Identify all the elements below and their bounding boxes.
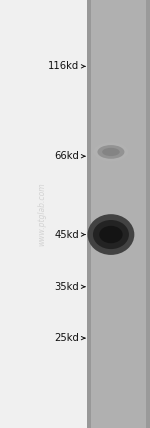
Text: 45kd: 45kd [55, 229, 80, 240]
Ellipse shape [93, 220, 129, 249]
Text: 25kd: 25kd [55, 333, 80, 343]
Text: 35kd: 35kd [55, 282, 80, 292]
Ellipse shape [88, 214, 134, 255]
Text: 66kd: 66kd [55, 151, 80, 161]
Ellipse shape [93, 143, 129, 161]
Bar [87, 0, 150, 428]
Ellipse shape [99, 226, 123, 243]
Bar [87, 0, 91, 428]
Ellipse shape [98, 145, 124, 159]
Text: 116kd: 116kd [48, 61, 80, 71]
Text: www.ptglab.com: www.ptglab.com [38, 182, 46, 246]
Bar [146, 0, 150, 428]
Ellipse shape [102, 148, 120, 156]
